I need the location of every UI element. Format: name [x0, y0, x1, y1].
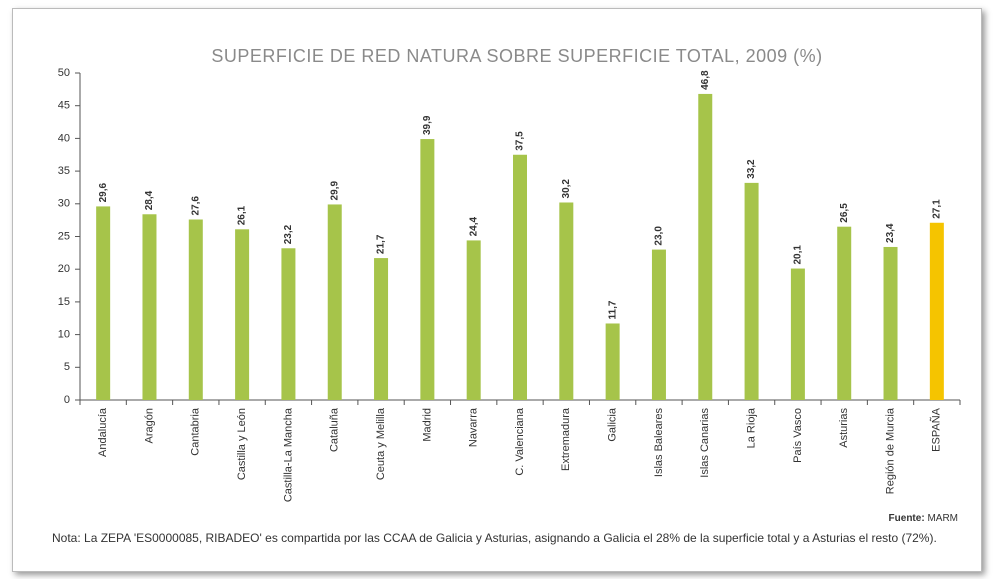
source-text: MARM	[927, 513, 958, 524]
x-tick-label: Ceuta y Melilla	[375, 407, 387, 480]
bar	[235, 229, 250, 400]
value-label: 26,1	[237, 205, 248, 225]
x-tick-label: Aragón	[143, 408, 155, 443]
bar	[698, 93, 713, 400]
value-label: 33,2	[746, 159, 757, 179]
x-tick-label: ESPAÑA	[930, 407, 943, 451]
y-tick-label: 20	[58, 263, 70, 275]
value-label: 46,8	[700, 70, 711, 90]
x-tick-label: La Rioja	[745, 407, 757, 448]
value-label: 26,5	[839, 203, 850, 223]
bar	[605, 323, 620, 400]
bar	[374, 258, 389, 400]
y-tick-label: 25	[58, 230, 70, 242]
value-label: 23,0	[654, 226, 665, 246]
bar	[142, 214, 157, 400]
note: Nota: La ZEPA 'ES0000085, RIBADEO' es co…	[52, 531, 937, 545]
x-tick-label: Castilla y León	[236, 408, 248, 480]
bar	[513, 154, 527, 400]
value-label: 11,7	[607, 300, 618, 319]
y-tick-label: 40	[58, 132, 70, 144]
panel	[12, 8, 982, 572]
value-label: 30,2	[561, 179, 572, 199]
y-tick-label: 35	[58, 165, 70, 177]
value-label: 23,4	[885, 223, 896, 243]
bar	[466, 240, 481, 400]
y-tick-label: 50	[58, 67, 70, 79]
bar	[96, 206, 111, 400]
x-tick-label: Islas Canarias	[699, 408, 711, 478]
y-tick-label: 15	[58, 296, 70, 308]
y-tick-label: 30	[58, 198, 70, 210]
y-tick-label: 0	[64, 394, 70, 406]
x-tick-label: Galicia	[607, 407, 619, 442]
bar	[744, 182, 759, 400]
x-tick-label: Islas Baleares	[653, 408, 665, 478]
value-label: 37,5	[515, 131, 526, 151]
x-tick-label: Extremadura	[560, 407, 572, 471]
value-label: 39,9	[422, 115, 433, 135]
value-label: 27,6	[190, 196, 201, 216]
x-tick-label: Andalucía	[97, 407, 109, 457]
y-tick-label: 45	[58, 100, 70, 112]
bar	[790, 268, 805, 400]
value-label: 29,9	[329, 181, 340, 201]
x-tick-label: Cataluña	[329, 407, 341, 452]
source-label: Fuente:	[888, 513, 925, 524]
x-tick-label: Asturias	[838, 408, 850, 448]
x-tick-label: Región de Murcia	[884, 407, 896, 494]
value-label: 23,2	[283, 224, 294, 244]
x-tick-label: Madrid	[421, 408, 433, 442]
x-tick-label: País Vasco	[792, 408, 804, 463]
bar	[929, 222, 944, 400]
bar	[651, 249, 666, 400]
value-label: 20,1	[793, 245, 804, 265]
bar	[281, 248, 296, 400]
bar	[188, 219, 203, 400]
source: Fuente: MARM	[889, 513, 958, 524]
x-tick-label: Castilla-La Mancha	[282, 407, 294, 502]
value-label: 27,1	[931, 199, 942, 219]
y-tick-label: 10	[58, 329, 70, 341]
value-label: 29,6	[98, 183, 109, 203]
x-tick-label: Navarra	[468, 407, 480, 447]
bar	[420, 139, 435, 400]
bar	[327, 204, 342, 400]
y-tick-label: 5	[64, 361, 70, 373]
bar	[837, 226, 852, 400]
x-tick-label: C. Valenciana	[514, 407, 526, 476]
bar	[883, 246, 898, 400]
value-label: 28,4	[144, 190, 155, 210]
value-label: 21,7	[376, 234, 387, 254]
chart-title: SUPERFICIE DE RED NATURA SOBRE SUPERFICI…	[211, 46, 822, 66]
value-label: 24,4	[468, 217, 479, 237]
x-tick-label: Cantabria	[190, 407, 202, 456]
bar	[559, 202, 574, 400]
